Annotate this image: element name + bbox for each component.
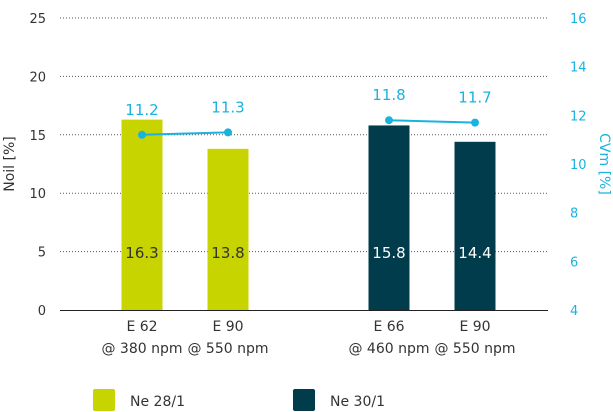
x-tick-label: E 90: [459, 319, 490, 335]
y-tick-label: 5: [38, 246, 46, 261]
cvm-point: [138, 130, 146, 139]
y-tick-label: 0: [38, 304, 46, 319]
cvm-point: [385, 116, 393, 125]
y-tick-label: 10: [29, 187, 46, 202]
legend-swatch: [293, 389, 315, 411]
legend-swatch: [93, 389, 115, 411]
y-tick-label: 20: [29, 70, 46, 85]
cvm-line: [141, 131, 229, 136]
y2-tick-label: 14: [570, 61, 587, 76]
y2-tick-label: 12: [570, 109, 587, 124]
legend-label: Ne 30/1: [330, 394, 385, 410]
bar-value-label: 13.8: [211, 244, 244, 262]
cvm-value-label: 11.2: [125, 101, 158, 119]
legend-label: Ne 28/1: [130, 394, 185, 410]
x-tick-label: @ 380 npm: [101, 341, 182, 357]
y-axis-title: Noil [%]: [2, 136, 18, 192]
bar: [121, 119, 163, 310]
cvm-line: [388, 119, 476, 124]
bar-value-label: 14.4: [458, 244, 491, 262]
bar-value-label: 16.3: [125, 244, 158, 262]
bar: [368, 125, 410, 311]
y2-tick-label: 10: [570, 158, 587, 173]
y2-axis-title: CVm [%]: [596, 133, 612, 195]
cvm-point: [471, 118, 479, 127]
bar: [454, 141, 496, 310]
bar: [207, 148, 249, 310]
x-tick-label: @ 550 npm: [187, 341, 268, 357]
x-tick-label: E 62: [126, 319, 157, 335]
cvm-value-label: 11.8: [372, 86, 405, 104]
y-tick-label: 25: [29, 12, 46, 27]
y2-tick-label: 16: [570, 12, 587, 27]
x-tick-label: @ 550 npm: [434, 341, 515, 357]
x-tick-label: E 90: [212, 319, 243, 335]
y-tick-label: 15: [29, 129, 46, 144]
cvm-point: [224, 128, 232, 137]
cvm-value-label: 11.3: [211, 98, 244, 116]
bar-value-label: 15.8: [372, 244, 405, 262]
y2-tick-label: 6: [570, 255, 578, 270]
x-tick-label: @ 460 npm: [348, 341, 429, 357]
y2-tick-label: 4: [570, 304, 578, 319]
y2-tick-label: 8: [570, 207, 578, 222]
cvm-value-label: 11.7: [458, 89, 491, 107]
x-tick-label: E 66: [373, 319, 404, 335]
